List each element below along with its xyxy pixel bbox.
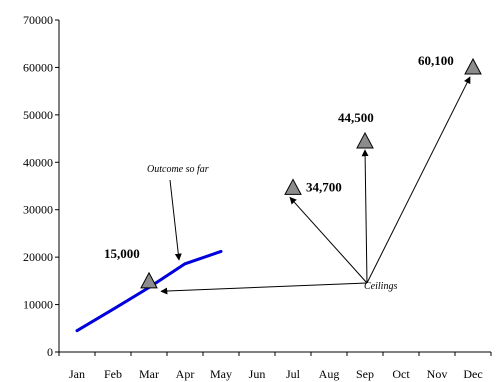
ceiling-arrow [361,149,369,284]
ceilings-note: Ceilings [364,281,397,292]
x-tick-label: Jul [286,367,301,381]
ceiling-arrow [366,76,471,284]
ceiling-label: 44,500 [338,110,374,125]
marks: 15,000 34,700 44,500 60,100 [75,53,482,333]
x-tick-label: Mar [139,367,159,381]
ceiling-arrow [160,282,368,295]
y-tick-label: 60000 [23,60,53,74]
ceiling-label: 60,100 [418,53,454,68]
ceiling-marker [284,178,302,195]
ceiling-marker [356,131,374,149]
ceiling-label: 15,000 [104,246,140,261]
x-tick-label: Dec [463,367,482,381]
outcome-note: Outcome so far [147,164,209,175]
y-tick-label: 0 [47,345,53,359]
outcome-arrow [169,179,182,261]
series-line-0 [75,249,223,333]
x-tick-label: Feb [104,367,122,381]
x-tick-label: Jun [249,367,266,381]
ceiling-label: 34,700 [306,179,342,194]
y-tick-label: 30000 [23,203,53,217]
x-tick-label: Apr [176,367,195,381]
annotations: Outcome so far Ceilings [147,76,471,295]
ceiling-marker [140,271,158,289]
x-tick-label: Oct [392,367,410,381]
x-tick-label: Nov [427,367,448,381]
x-tick-label: Sep [356,367,374,381]
y-tick-label: 10000 [23,298,53,312]
x-tick-label: Aug [319,367,340,381]
x-tick-label: May [210,367,232,381]
axes: 0 10000 20000 30000 40000 50000 60000 70000 Jan F… [23,13,492,381]
x-tick-label: Jan [69,367,85,381]
ceiling-arrow [289,196,368,284]
y-tick-label: 40000 [23,155,53,169]
ceiling-marker [464,57,482,75]
y-tick-label: 70000 [23,13,53,27]
y-tick-label: 20000 [23,250,53,264]
y-tick-label: 50000 [23,108,53,122]
